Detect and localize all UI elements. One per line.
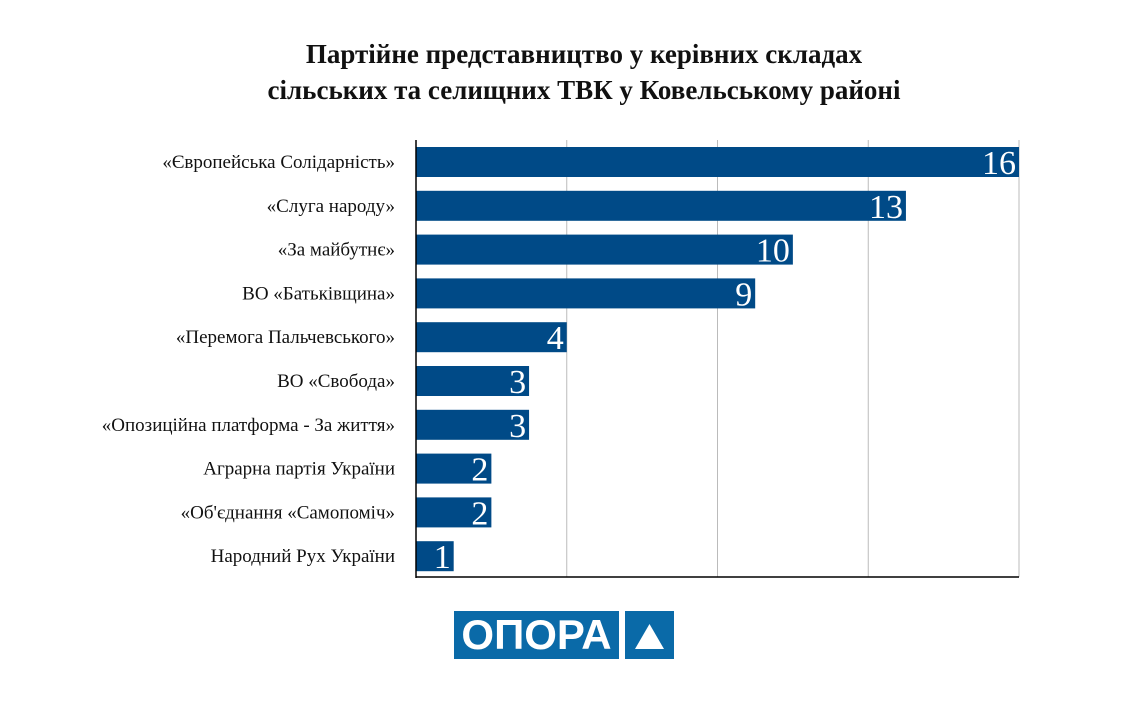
data-label: 9 <box>735 276 752 313</box>
category-label: Народний Рух України <box>211 546 395 567</box>
bar <box>416 453 492 484</box>
bar <box>416 234 793 265</box>
category-label: «Перемога Пальчевського» <box>176 327 395 348</box>
category-label: Аграрна партія України <box>203 459 395 480</box>
category-label: ВО «Батьківщина» <box>242 283 395 304</box>
bar <box>416 541 454 572</box>
chart-title: Партійне представництво у керівних склад… <box>0 36 1128 108</box>
category-label: «За майбутнє» <box>278 240 395 261</box>
data-label: 3 <box>509 364 526 401</box>
data-label: 10 <box>756 233 790 270</box>
category-label: «Європейська Солідарність» <box>162 152 395 173</box>
data-label: 13 <box>869 189 903 226</box>
data-label: 3 <box>509 408 526 445</box>
category-label: «Слуга народу» <box>267 196 395 217</box>
data-label: 2 <box>471 495 488 532</box>
triangle-icon <box>625 611 674 659</box>
category-label: «Об'єднання «Самопоміч» <box>181 502 395 523</box>
bar <box>416 147 1019 177</box>
bar <box>416 366 530 396</box>
category-label: ВО «Свобода» <box>277 371 395 392</box>
bar <box>416 497 492 528</box>
data-label: 16 <box>982 145 1016 182</box>
bar <box>416 278 756 309</box>
data-label: 4 <box>547 320 564 357</box>
bar <box>416 322 567 353</box>
category-label: «Опозиційна платформа - За життя» <box>102 415 395 436</box>
title-line-1: Партійне представництво у керівних склад… <box>305 39 863 69</box>
title-line-2: сільських та селищних ТВК у Ковельському… <box>267 75 901 105</box>
data-label: 1 <box>434 539 451 576</box>
bar <box>416 190 906 221</box>
opora-logo: ОПОРА <box>454 611 619 659</box>
bar <box>416 409 530 440</box>
data-label: 2 <box>471 452 488 489</box>
